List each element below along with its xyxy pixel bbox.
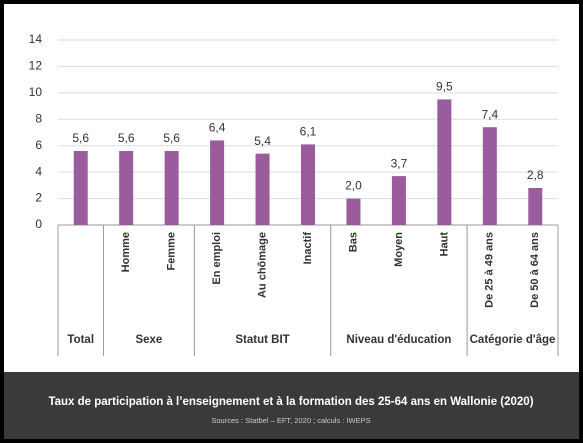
value-label: 5,6 bbox=[72, 131, 89, 145]
caption-band bbox=[4, 372, 579, 439]
y-tick-label: 2 bbox=[35, 191, 42, 205]
value-label: 9,5 bbox=[436, 80, 453, 94]
x-tick-label: Bas bbox=[347, 232, 359, 252]
chart-subtitle: Sources : Statbel – EFT, 2020 ; calculs … bbox=[211, 416, 370, 425]
bar bbox=[482, 127, 497, 225]
bar bbox=[301, 144, 315, 225]
value-label: 3,7 bbox=[391, 156, 408, 170]
chart-title: Taux de participation à l’enseignement e… bbox=[48, 396, 533, 408]
value-label: 7,4 bbox=[481, 107, 498, 121]
group-label: Total bbox=[67, 334, 94, 346]
y-tick-label: 4 bbox=[35, 164, 42, 178]
bar bbox=[346, 198, 361, 225]
x-tick-label: En emploi bbox=[211, 232, 223, 285]
x-tick-label: Moyen bbox=[393, 232, 405, 267]
y-tick-label: 14 bbox=[29, 32, 43, 46]
bar bbox=[391, 176, 406, 225]
x-tick-label: Homme bbox=[120, 232, 132, 272]
x-tick-label: Inactif bbox=[302, 232, 314, 265]
value-label: 2,8 bbox=[527, 168, 544, 182]
y-tick-label: 0 bbox=[35, 217, 42, 231]
bar bbox=[119, 151, 134, 225]
bar bbox=[73, 151, 88, 225]
group-label: Sexe bbox=[135, 334, 162, 346]
y-tick-label: 6 bbox=[35, 138, 42, 152]
x-tick-label: Femme bbox=[166, 232, 178, 271]
y-tick-label: 8 bbox=[35, 111, 42, 125]
y-tick-label: 10 bbox=[29, 85, 43, 99]
bar bbox=[255, 153, 270, 225]
x-tick-label: De 50 à 64 ans bbox=[529, 232, 541, 308]
group-label: Catégorie d'âge bbox=[470, 334, 556, 346]
group-label: Niveau d'éducation bbox=[346, 334, 451, 346]
bar bbox=[437, 99, 452, 225]
y-tick-label: 12 bbox=[29, 59, 43, 73]
bar bbox=[528, 188, 543, 225]
x-tick-label: Au chômage bbox=[256, 232, 268, 298]
value-label: 2,0 bbox=[345, 179, 362, 193]
x-tick-label: De 25 à 49 ans bbox=[484, 232, 496, 308]
value-label: 6,4 bbox=[209, 121, 226, 135]
bar bbox=[210, 140, 225, 225]
value-label: 5,6 bbox=[118, 131, 135, 145]
x-tick-label: Haut bbox=[438, 232, 450, 257]
value-label: 5,4 bbox=[254, 134, 271, 148]
value-label: 6,1 bbox=[300, 125, 317, 139]
value-label: 5,6 bbox=[163, 131, 180, 145]
group-label: Statut BIT bbox=[235, 334, 289, 346]
bar bbox=[164, 151, 179, 225]
